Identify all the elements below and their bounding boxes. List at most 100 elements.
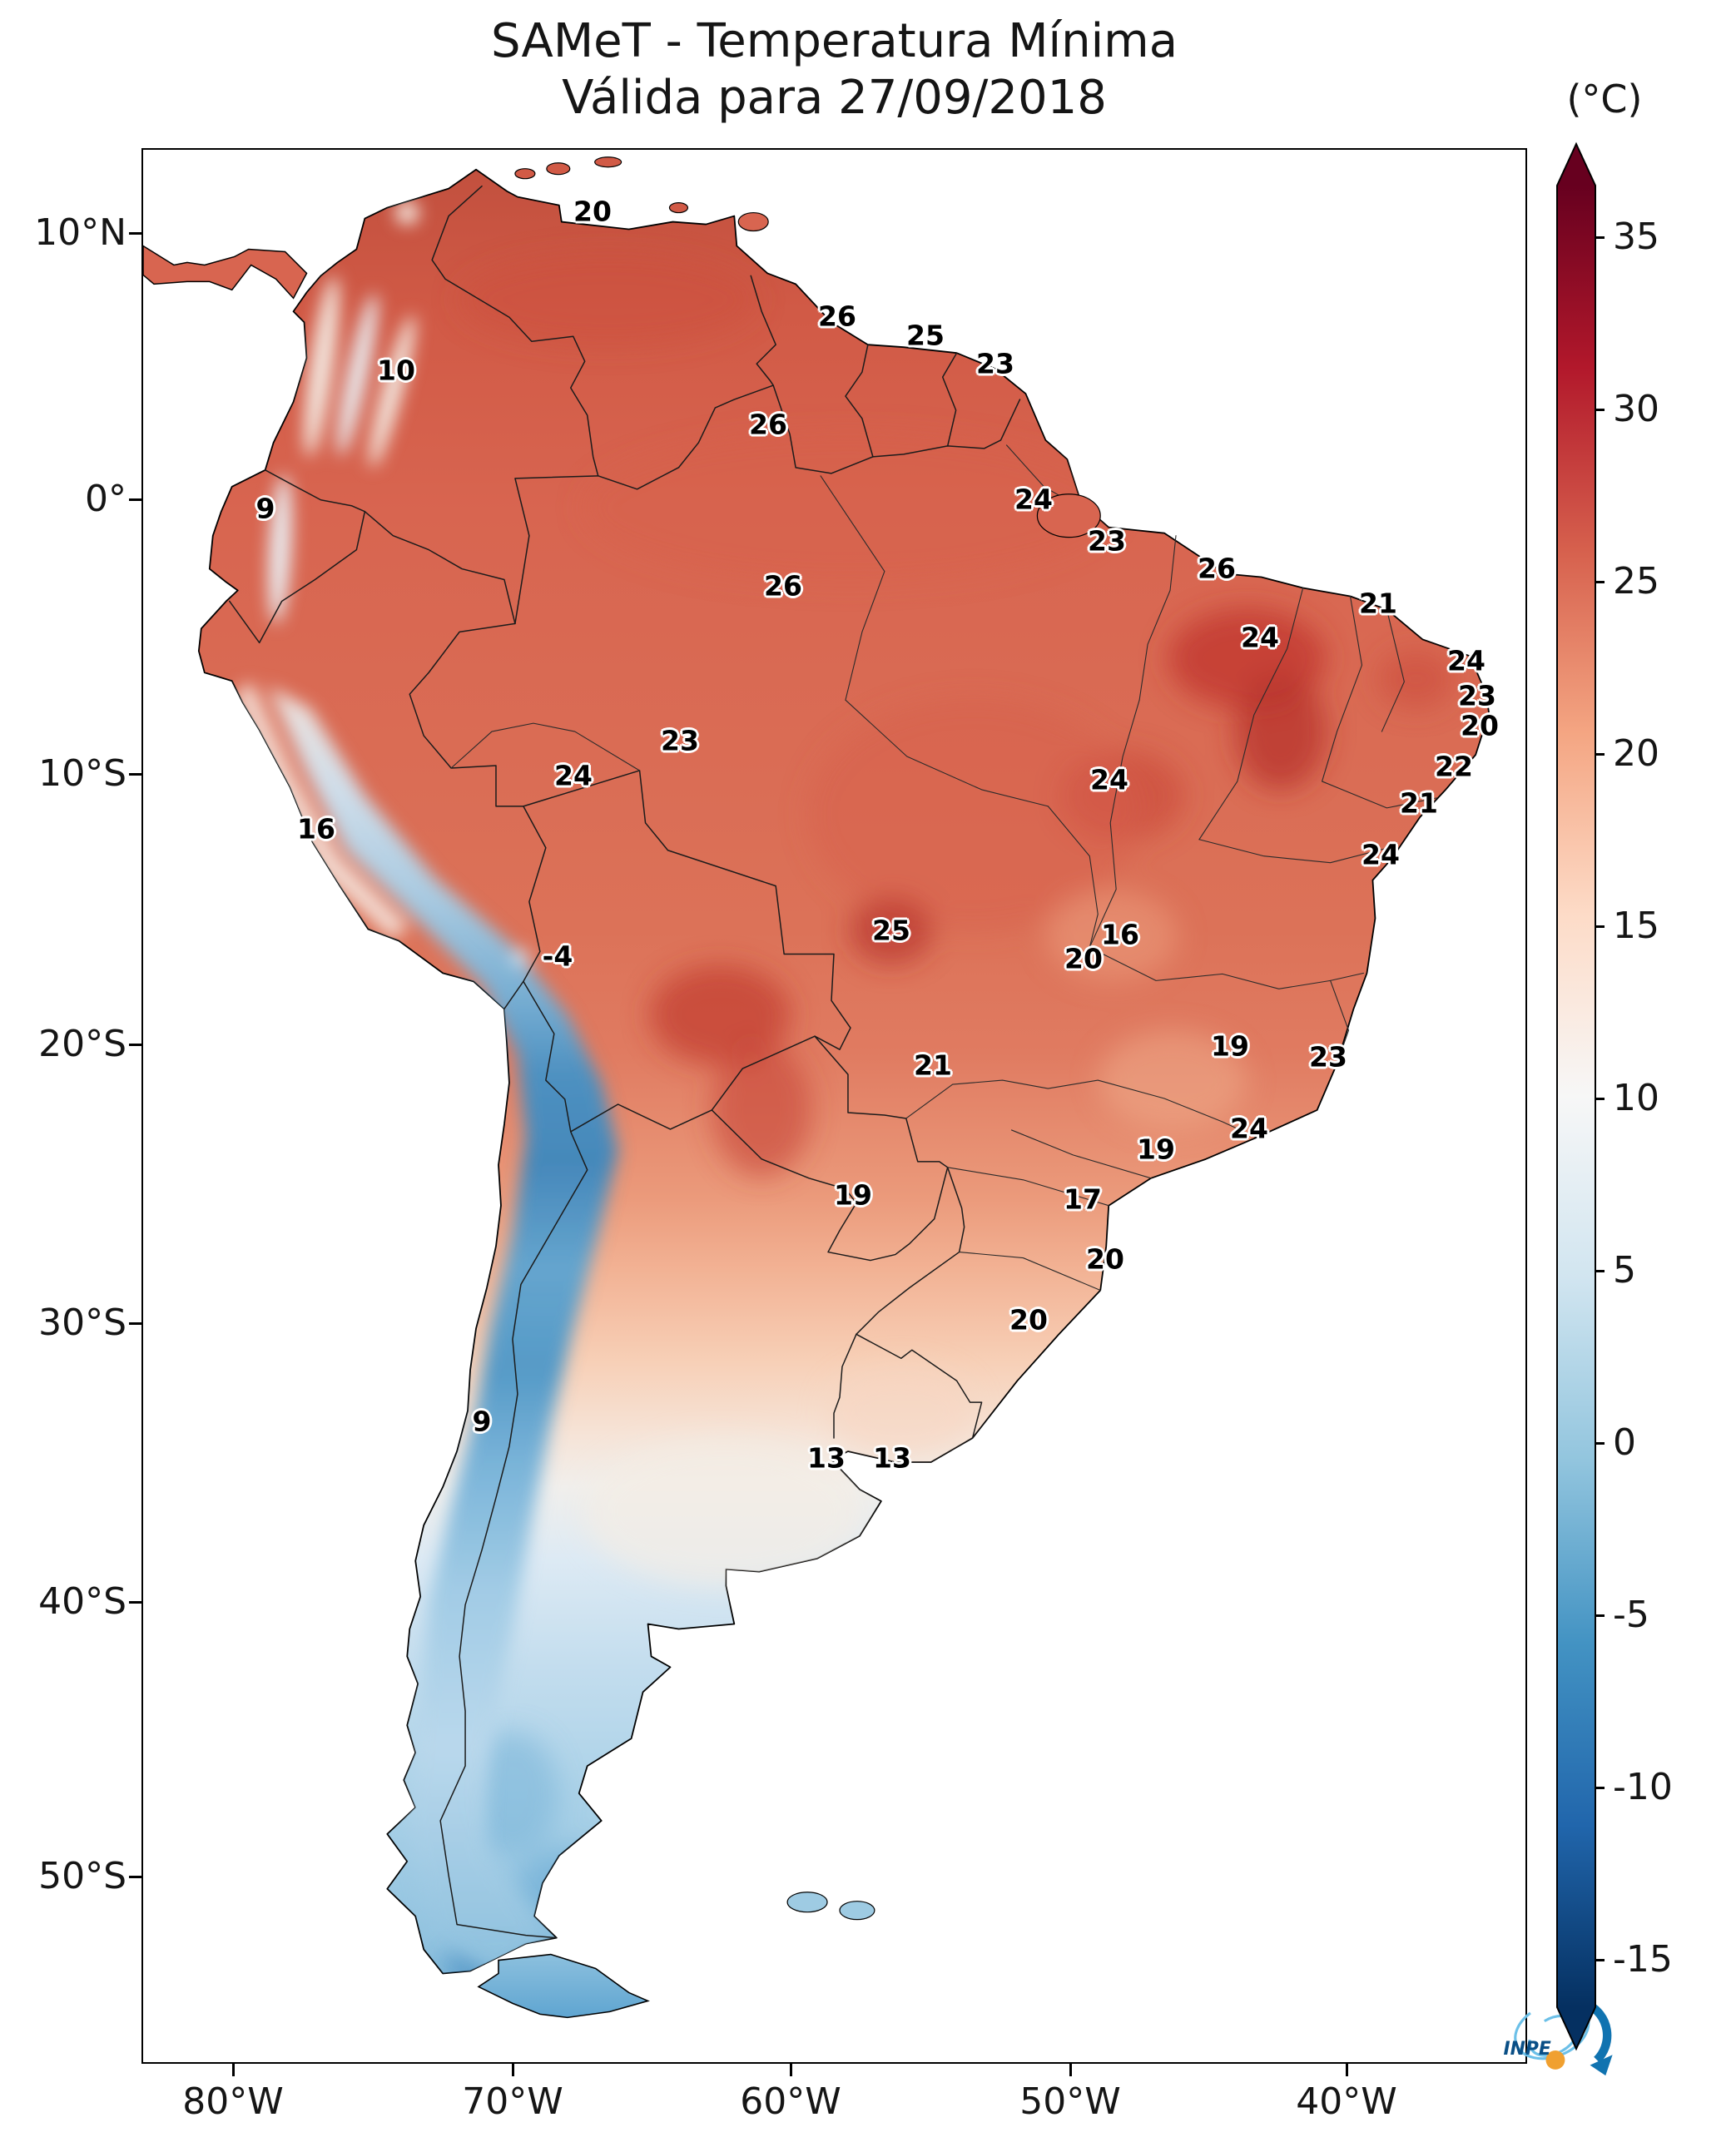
lon-tick-mark [790,2064,792,2076]
temperature-value-label: 20 [1086,1242,1124,1276]
colorbar-tick-label: 35 [1613,216,1659,258]
temperature-value-label: 21 [1359,587,1397,620]
colorbar-tick-label: -5 [1613,1594,1649,1636]
temperature-value-label: 13 [807,1441,846,1475]
lon-tick-mark [1069,2064,1072,2076]
state-borders [450,444,1437,1292]
temperature-value-label: 24 [554,759,593,792]
lat-tick-mark [129,1876,141,1878]
lon-tick-label: 50°W [1019,2080,1121,2123]
lat-tick-mark [129,498,141,501]
lon-tick-label: 40°W [1296,2080,1397,2123]
colorbar-tick-label: 5 [1613,1249,1636,1292]
temperature-value-label: 23 [1088,524,1126,558]
temperature-value-label: 26 [749,408,787,441]
temperature-value-label: 23 [1309,1040,1347,1074]
colorbar-tick-label: -15 [1613,1938,1673,1981]
lon-tick-mark [1346,2064,1348,2076]
figure-title: SAMeT - Temperatura Mínima Válida para 2… [141,13,1527,127]
lat-tick-label: 40°S [38,1580,126,1623]
temperature-value-label: 9 [472,1405,492,1438]
logo-orange-dot [1545,2050,1565,2070]
lon-tick-label: 70°W [462,2080,563,2123]
lat-tick-label: 10°S [38,752,126,795]
title-line-1: SAMeT - Temperatura Mínima [490,14,1178,68]
lon-tick-label: 60°W [740,2080,841,2123]
colorbar-tick-mark [1595,409,1605,411]
tierra-del-fuego [477,1953,650,2019]
temperature-value-label: 23 [661,724,699,757]
colorbar [1556,141,1596,2051]
lat-tick-label: 10°N [34,211,126,254]
colorbar-extend-min [1557,2007,1595,2049]
temperature-value-label: 24 [1362,838,1400,871]
temperature-value-label: 24 [1090,763,1128,796]
temperature-value-label: 21 [1400,786,1438,820]
lat-tick-label: 50°S [38,1855,126,1897]
title-line-2: Válida para 27/09/2018 [562,71,1107,126]
lat-tick-mark [129,1322,141,1325]
lat-tick-mark [129,1601,141,1604]
colorbar-body [1557,186,1595,2007]
temperature-value-label: 20 [1064,942,1103,975]
temperature-value-label: 20 [1009,1303,1048,1336]
temperature-value-label: 19 [1137,1133,1175,1166]
lat-tick-label: 0° [85,478,126,520]
map-plot-area: INPE [141,148,1613,2076]
south-america-temperature-map [143,156,1490,2019]
temperature-value-label: 24 [1230,1112,1268,1145]
lat-tick-mark [129,773,141,776]
colorbar-tick-mark [1595,753,1605,756]
temperature-value-label: -4 [542,940,573,973]
temperature-value-label: 16 [297,812,335,845]
temperature-value-label: 24 [1447,644,1486,677]
temperature-value-label: 26 [1198,552,1236,585]
temperature-value-label: 19 [834,1178,872,1212]
colorbar-tick-mark [1595,581,1605,583]
temperature-value-label: 20 [1461,709,1499,742]
temperature-value-label: 19 [1211,1029,1249,1063]
country-borders [229,185,1021,1939]
colorbar-tick-mark [1595,1270,1605,1272]
colorbar-tick-label: 20 [1613,732,1659,775]
lat-tick-label: 20°S [38,1023,126,1065]
lon-tick-mark [512,2064,514,2076]
colorbar-tick-mark [1595,1787,1605,1789]
andes-cold-band [267,686,618,1974]
temperature-value-label: 25 [906,319,945,352]
temperature-value-label: 25 [872,914,910,947]
panama-landmass [143,245,308,300]
islands [514,156,1101,1921]
colorbar-tick-mark [1595,925,1605,928]
logo-arrowhead [1590,2055,1613,2076]
lon-tick-mark [232,2064,235,2076]
temperature-value-label: 22 [1435,750,1473,783]
lon-tick-label: 80°W [182,2080,284,2123]
temperature-value-label: 9 [255,492,275,525]
colorbar-tick-mark [1595,236,1605,239]
lat-tick-mark [129,232,141,235]
lat-tick-mark [129,1044,141,1046]
temperature-value-label: 24 [1014,483,1053,516]
logo-text: INPE [1504,2039,1551,2060]
colorbar-tick-label: 25 [1613,560,1659,602]
colorbar-extend-max [1557,144,1595,186]
temperature-value-label: 17 [1064,1183,1102,1216]
temperature-field-shading [234,201,1454,1974]
temperature-value-label: 16 [1101,918,1139,951]
colorbar-tick-mark [1595,1098,1605,1100]
colorbar-tick-label: 10 [1613,1077,1659,1119]
temperature-value-label: 23 [1458,679,1496,712]
colorbar-tick-label: 15 [1613,905,1659,947]
colorbar-tick-label: -10 [1613,1766,1673,1808]
colorbar-tick-label: 30 [1613,388,1659,430]
colorbar-tick-mark [1595,1614,1605,1617]
temperature-value-label: 23 [976,347,1014,380]
colorbar-unit-label: (°C) [1566,77,1643,121]
temperature-value-label: 24 [1241,621,1279,654]
temperature-value-label: 20 [573,195,612,228]
colorbar-tick-label: 0 [1613,1421,1636,1464]
lat-tick-label: 30°S [38,1302,126,1344]
temperature-value-label: 26 [818,300,856,333]
